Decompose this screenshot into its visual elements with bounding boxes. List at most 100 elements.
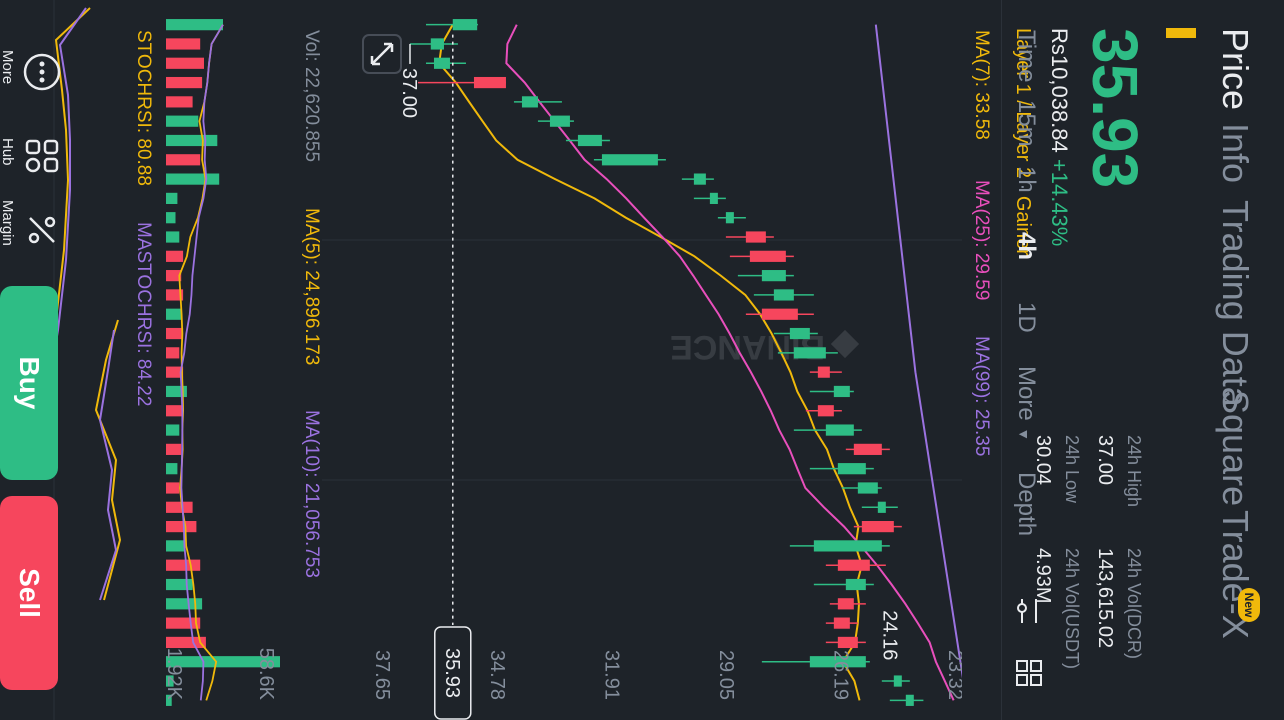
volume-bar	[165, 289, 184, 301]
timeframe-more[interactable]: More ▼	[1012, 366, 1040, 441]
volume-bar	[165, 270, 182, 282]
candle-body	[749, 250, 786, 262]
volume-bar	[166, 656, 280, 668]
candle-body	[473, 76, 506, 89]
volume-bar	[166, 115, 199, 127]
candle-body	[845, 578, 866, 591]
ma99-label: MA(99): 25.35	[971, 336, 992, 457]
candle-body	[813, 540, 882, 552]
candle-body	[745, 231, 766, 243]
price-axis: 37.65 34.78 31.91 29.05 26.19 23.32	[371, 650, 962, 700]
nav-more-label[interactable]: More	[0, 50, 16, 85]
volume-bars	[165, 19, 280, 706]
candle-body	[905, 694, 914, 706]
margin-percent-icon[interactable]	[22, 210, 62, 250]
candle-body	[817, 366, 830, 378]
timeframe-1h[interactable]: 1h	[1013, 166, 1040, 193]
tab-trading-data[interactable]: Trading Data	[1215, 200, 1256, 407]
last-price: 35.93	[1079, 28, 1151, 189]
current-price-tag-text: 35.93	[441, 648, 463, 698]
volume-chart[interactable]: 58.6K 1.92K	[162, 0, 288, 720]
mastochrsi-label: MASTOCHRSI: 84.22	[133, 222, 154, 407]
candle-body	[761, 308, 798, 320]
vol-ma5-label: MA(5): 24,896.173	[301, 208, 322, 366]
volume-bar	[166, 482, 180, 494]
volume-bar	[165, 501, 193, 513]
volume-bar	[165, 578, 193, 591]
volume-bar	[165, 250, 184, 262]
vol-ma10-line	[179, 24, 224, 701]
timeframe-15m[interactable]: 15m	[1013, 100, 1040, 147]
divider	[1001, 0, 1002, 720]
candle-body	[693, 173, 706, 185]
volume-axis: 58.6K 1.92K	[163, 648, 277, 701]
candle-body	[793, 347, 826, 359]
timeframe-depth[interactable]: Depth	[1013, 472, 1040, 537]
volume-bar	[165, 559, 201, 571]
high-marker-text: 37.00	[398, 68, 420, 118]
candle-body	[817, 405, 834, 417]
candles	[409, 19, 924, 706]
indicator-settings-icon[interactable]	[1014, 596, 1044, 626]
candle-body	[789, 327, 810, 340]
candle-body	[893, 675, 902, 687]
volume-bar	[166, 19, 223, 31]
stochrsi-chart	[47, 0, 122, 720]
volume-bar	[165, 38, 201, 50]
stat-high-label: 24h High	[1124, 435, 1144, 508]
candle-body	[853, 443, 882, 455]
candle-body	[861, 520, 894, 533]
tab-price[interactable]: Price	[1215, 28, 1256, 111]
price-line: Rs10,038.84 +14.43%	[1046, 28, 1072, 246]
volume-bar	[165, 675, 174, 687]
price-tick-label: 34.78	[486, 650, 508, 700]
volume-bar	[165, 154, 201, 166]
candle-body	[577, 134, 602, 147]
layout-grid-icon[interactable]	[1014, 658, 1044, 688]
candle-body	[549, 115, 570, 127]
sell-button[interactable]: Sell	[0, 496, 58, 690]
ma7-label: MA(7): 33.58	[971, 30, 992, 140]
candle-body	[521, 96, 538, 108]
candle-body	[837, 463, 866, 475]
candle-body	[761, 270, 786, 282]
volume-bar	[166, 636, 206, 649]
candle-body	[837, 598, 854, 610]
low-marker-text: 24.16	[878, 610, 900, 660]
price-tick-label: 23.32	[944, 650, 962, 700]
candle-body	[433, 57, 450, 69]
candle-body	[601, 154, 658, 166]
new-badge: New	[1238, 588, 1260, 622]
more-dots-icon[interactable]	[22, 52, 62, 92]
price-tick-label: 29.05	[715, 650, 737, 700]
stochrsi-label: STOCHRSI: 80.88	[133, 30, 154, 186]
nav-hub-label[interactable]: Hub	[0, 138, 16, 166]
stat-low-label: 24h Low	[1062, 435, 1082, 504]
volume-bar	[165, 366, 184, 378]
expand-icon[interactable]	[362, 34, 402, 74]
timeframe-time[interactable]: Time	[1013, 30, 1040, 83]
timeframe-1d[interactable]: 1D	[1013, 302, 1040, 333]
volume-bar	[165, 308, 182, 320]
candlestick-chart[interactable]: BINANCE 37.65 34.78 31.91 29.05 26.19 23.32 3…	[322, 0, 962, 720]
stat-vol-dcr-label: 24h Vol(DCR)	[1124, 548, 1144, 660]
binance-watermark: BINANCE	[670, 328, 860, 366]
buy-button[interactable]: Buy	[0, 286, 58, 480]
volume-bar	[166, 598, 203, 610]
price-tick-label: 31.91	[601, 650, 623, 700]
volume-bar	[165, 327, 184, 340]
candle-body	[833, 385, 850, 398]
vol-label: Vol: 22,620.855	[301, 30, 322, 163]
ma25-line	[505, 24, 955, 701]
volume-bar	[166, 212, 176, 224]
tab-square[interactable]: Square	[1215, 390, 1256, 507]
chart-grid	[322, 239, 962, 481]
candle-body	[430, 38, 444, 50]
volume-bar	[166, 424, 180, 436]
timeframe-4h[interactable]: 4h	[1013, 232, 1040, 261]
stat-vol-usdt-label: 24h Vol(USDT)	[1062, 548, 1082, 670]
tab-info[interactable]: Info	[1215, 123, 1256, 184]
hub-grid-icon[interactable]	[22, 136, 62, 176]
nav-margin-label[interactable]: Margin	[0, 200, 16, 246]
ma25-label: MA(25): 29.59	[971, 180, 992, 301]
